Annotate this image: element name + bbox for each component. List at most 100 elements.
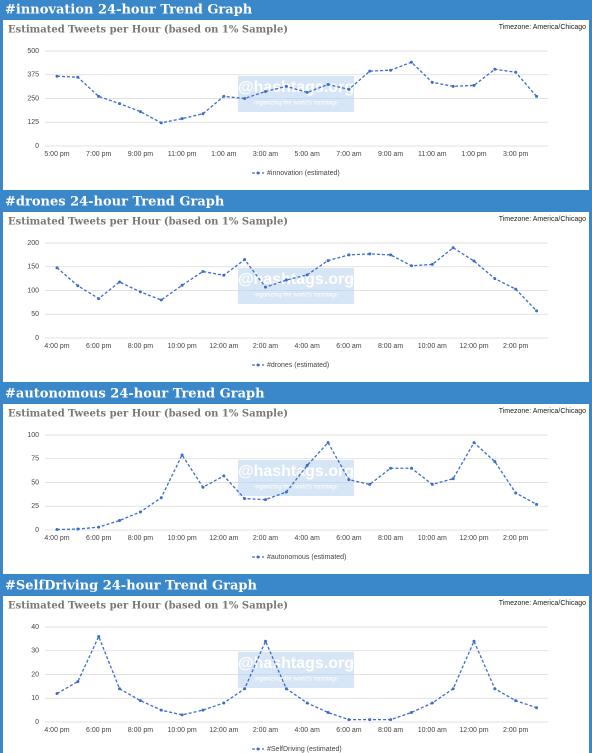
timezone-note: Timezone: America/Chicago (499, 216, 586, 223)
point (97, 297, 101, 301)
point (180, 117, 184, 121)
x-tick-label: 4:00 am (295, 727, 320, 734)
point (326, 441, 330, 445)
point (514, 491, 518, 495)
point (264, 639, 267, 643)
point (76, 527, 80, 531)
point (55, 528, 59, 532)
y-tick-label: 375 (27, 72, 39, 79)
y-tick-label: 50 (31, 479, 39, 486)
y-tick-label: 40 (31, 624, 39, 631)
x-tick-label: 4:00 pm (44, 535, 69, 542)
point (326, 711, 330, 714)
point (159, 496, 163, 500)
point (76, 284, 80, 288)
point (55, 692, 59, 695)
point (347, 253, 351, 257)
x-tick-label: 4:00 am (295, 535, 320, 542)
point (493, 277, 497, 281)
point (472, 259, 476, 263)
point (201, 112, 205, 116)
x-tick-label: 4:00 am (295, 343, 320, 350)
chart-title: #SelfDriving 24-hour Trend Graph (5, 579, 258, 594)
watermark: @hashtags.org (238, 79, 354, 96)
y-tick-label: 0 (35, 527, 39, 534)
point (159, 298, 163, 302)
y-tick-label: 30 (31, 648, 39, 655)
watermark: @hashtags.org (238, 463, 354, 480)
chart-title: #innovation 24-hour Trend Graph (5, 3, 253, 18)
x-tick-label: 6:00 am (336, 727, 361, 734)
watermark-box (238, 460, 354, 496)
x-tick-label: 3:00 pm (503, 151, 528, 158)
point (472, 441, 476, 445)
point (389, 718, 393, 722)
point (138, 290, 142, 294)
point (264, 498, 267, 502)
timezone-note: Timezone: America/Chicago (499, 600, 586, 607)
x-tick-label: 8:00 am (378, 535, 403, 542)
chart-subtitle: Estimated Tweets per Hour (based on 1% S… (8, 25, 288, 36)
point (451, 84, 455, 88)
point (535, 502, 539, 506)
watermark-sub: organizing the world's hashtags (254, 485, 338, 491)
point (305, 701, 309, 705)
timezone-note: Timezone: America/Chicago (499, 24, 586, 31)
y-tick-label: 250 (27, 95, 39, 102)
point (118, 280, 122, 284)
legend-label: #drones (estimated) (267, 362, 329, 369)
legend-label: #autonomous (estimated) (267, 554, 346, 561)
x-tick-label: 9:00 pm (128, 151, 153, 158)
legend-dot (256, 363, 260, 367)
point (159, 708, 163, 712)
x-tick-label: 5:00 am (295, 151, 320, 158)
watermark: @hashtags.org (238, 271, 354, 288)
point (389, 466, 393, 470)
watermark: @hashtags.org (238, 655, 354, 672)
point (264, 89, 267, 93)
point (305, 463, 309, 467)
point (451, 477, 455, 481)
point (118, 687, 122, 691)
y-tick-label: 200 (27, 240, 39, 247)
x-tick-label: 8:00 pm (128, 535, 153, 542)
x-tick-label: 6:00 am (336, 535, 361, 542)
x-tick-label: 2:00 am (253, 727, 278, 734)
x-tick-label: 5:00 pm (44, 151, 69, 158)
point (493, 67, 497, 71)
x-tick-label: 12:00 pm (459, 727, 488, 734)
x-tick-label: 10:00 pm (168, 535, 197, 542)
x-tick-label: 2:00 pm (503, 727, 528, 734)
x-tick-label: 10:00 am (418, 343, 447, 350)
point (305, 273, 309, 277)
point (201, 485, 205, 489)
x-tick-label: 4:00 pm (44, 727, 69, 734)
point (451, 246, 455, 250)
x-tick-label: 11:00 pm (168, 151, 197, 158)
point (138, 510, 142, 514)
point (389, 253, 393, 257)
chart-subtitle: Estimated Tweets per Hour (based on 1% S… (8, 409, 288, 420)
point (118, 519, 122, 522)
watermark-sub: organizing the world's hashtags (254, 101, 338, 107)
point (409, 264, 413, 268)
watermark-box (238, 268, 354, 304)
point (514, 699, 518, 703)
point (368, 252, 372, 256)
x-tick-label: 7:00 pm (86, 151, 111, 158)
watermark-box (238, 652, 354, 688)
x-tick-label: 1:00 pm (461, 151, 486, 158)
point (284, 84, 288, 88)
x-tick-label: 2:00 pm (503, 343, 528, 350)
point (430, 80, 434, 84)
x-tick-label: 1:00 am (211, 151, 236, 158)
y-tick-label: 0 (35, 143, 39, 150)
point (55, 74, 59, 78)
y-tick-label: 100 (27, 432, 39, 439)
x-tick-label: 9:00 am (378, 151, 403, 158)
point (284, 687, 288, 691)
point (535, 94, 539, 98)
x-tick-label: 6:00 am (336, 343, 361, 350)
point (347, 718, 351, 722)
point (180, 453, 184, 457)
